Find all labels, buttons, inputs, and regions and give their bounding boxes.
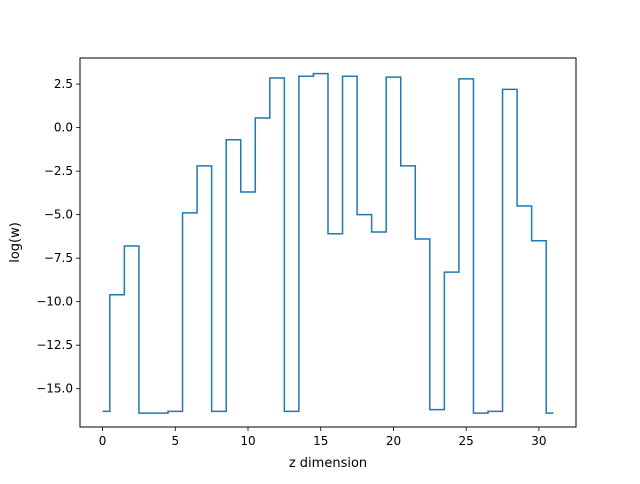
y-axis-ticks: 2.5 0.0 −2.5 −5.0 −7.5 −10.0 −12.5 −15.0 (36, 77, 80, 396)
axes-frame (79, 57, 577, 428)
y-axis-label: log(w) (8, 222, 23, 263)
x-tick-label: 5 (171, 434, 179, 448)
y-tick-label: −12.5 (36, 338, 73, 352)
series-step-line-0 (102, 72, 554, 414)
y-tick-label: −5.0 (44, 208, 73, 222)
y-tick-label: −10.0 (36, 295, 73, 309)
y-tick-label: 2.5 (54, 77, 73, 91)
x-tick-label: 15 (313, 434, 328, 448)
x-tick-label: 10 (240, 434, 255, 448)
x-tick-label: 25 (459, 434, 474, 448)
x-tick-label: 30 (531, 434, 546, 448)
x-tick-label: 20 (386, 434, 401, 448)
y-tick-label: 0.0 (54, 121, 73, 135)
x-axis-ticks: 0 5 10 15 20 25 30 (99, 427, 547, 448)
y-tick-label: −7.5 (44, 251, 73, 265)
plot-area (102, 72, 554, 414)
y-tick-label: −2.5 (44, 164, 73, 178)
x-tick-label: 0 (99, 434, 107, 448)
x-axis-label: z dimension (289, 456, 367, 471)
y-tick-label: −15.0 (36, 382, 73, 396)
